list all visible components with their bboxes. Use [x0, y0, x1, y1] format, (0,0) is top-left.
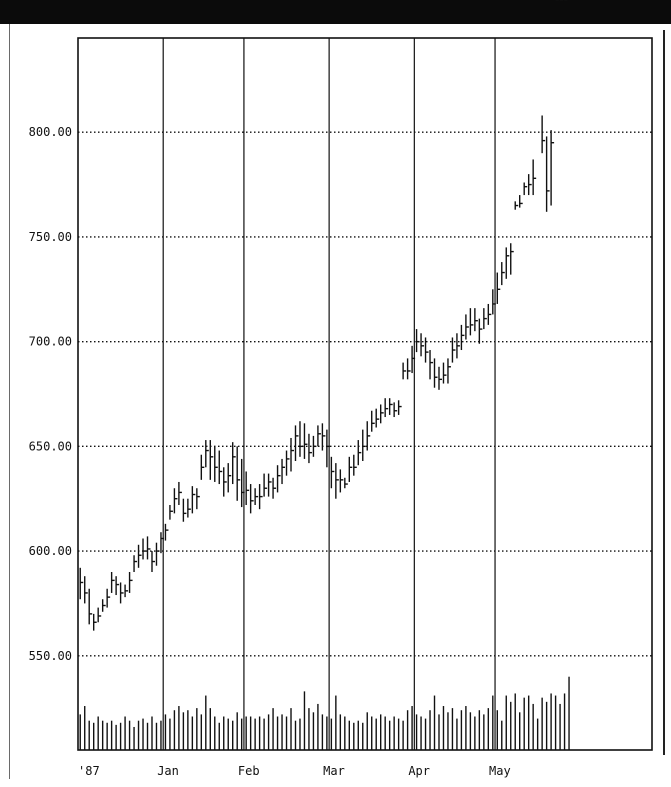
- plot-border: [77, 37, 653, 751]
- price-bars: [79, 0, 568, 631]
- y-tick-label: 750.00: [29, 230, 72, 244]
- y-tick-label: 800.00: [29, 125, 72, 139]
- x-tick-label: Mar: [323, 764, 345, 778]
- x-tick-label: Apr: [408, 764, 430, 778]
- x-tick-label: '87: [78, 764, 100, 778]
- page-left-edge: [9, 24, 10, 779]
- y-tick-label: 600.00: [29, 544, 72, 558]
- page-right-edge: [663, 30, 665, 755]
- y-tick-label: 650.00: [29, 439, 72, 453]
- x-axis-ticks: '87 Jan Feb Mar Apr May: [78, 764, 511, 778]
- top-border-bar: [0, 0, 671, 24]
- x-tick-label: Feb: [238, 764, 260, 778]
- x-tick-label: Jan: [157, 764, 179, 778]
- plot-frame: [77, 37, 653, 751]
- y-tick-label: 700.00: [29, 335, 72, 349]
- y-tick-label: 550.00: [29, 649, 72, 663]
- y-axis-ticks: 550.00 600.00 650.00 700.00 750.00 800.00: [29, 125, 72, 663]
- x-tick-label: May: [489, 764, 511, 778]
- volume-histogram: [79, 676, 570, 750]
- grid-layer: [78, 38, 652, 750]
